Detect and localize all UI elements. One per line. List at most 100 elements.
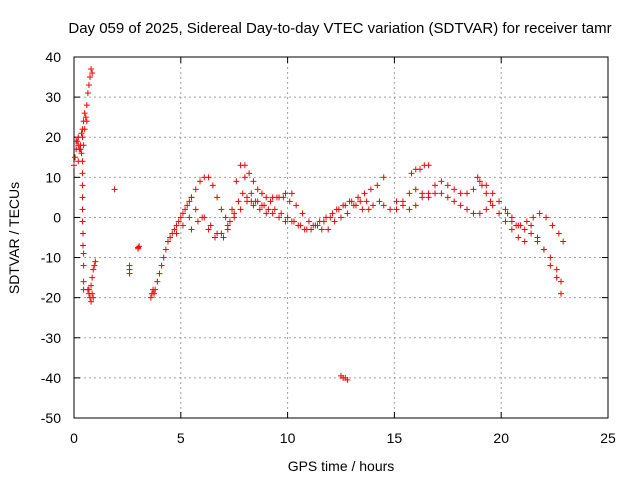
data-point [177,214,184,221]
data-point [256,206,263,213]
data-point [88,298,95,305]
data-point [536,210,543,217]
plot-frame [73,56,609,419]
data-point [84,90,91,97]
data-point [269,210,276,217]
data-point [173,230,180,237]
data-points [71,66,567,383]
data-point [239,190,246,197]
data-point [80,142,87,149]
data-point [78,130,85,137]
data-point [188,194,195,201]
data-point [457,202,464,209]
data-point [508,218,515,225]
data-point [78,150,85,157]
data-point [194,218,201,225]
data-point [211,234,218,241]
data-point [363,198,370,205]
data-point [483,190,490,197]
data-point [380,174,387,181]
y-tick-label: -50 [41,410,61,426]
data-point [182,206,189,213]
data-point [184,202,191,209]
data-point [233,178,240,185]
data-point [504,210,511,217]
data-point [179,210,186,217]
data-point [346,198,353,205]
data-point [489,202,496,209]
data-point [77,146,84,153]
data-point [136,243,143,250]
y-tick-label: -10 [41,250,61,266]
data-point [81,126,88,133]
data-point [553,266,560,273]
data-point [444,194,451,201]
data-point [425,190,432,197]
data-point [406,206,413,213]
data-point [222,214,229,221]
data-point [517,222,524,229]
data-point [80,262,87,269]
data-point [271,206,278,213]
data-point [417,166,424,173]
data-point [352,202,359,209]
data-point [451,198,458,205]
data-point [87,74,94,81]
data-point [79,194,86,201]
data-point [483,206,490,213]
data-point [250,202,257,209]
data-point [357,198,364,205]
data-point [549,222,556,229]
data-point [186,198,193,205]
data-point [431,182,438,189]
data-point [487,198,494,205]
data-point [205,174,212,181]
data-point [438,178,445,185]
data-point [444,182,451,189]
data-point [327,214,334,221]
data-point [79,206,86,213]
data-point [553,274,560,281]
data-point [81,110,88,117]
chart-title: Day 059 of 2025, Sidereal Day-to-day VTE… [68,20,611,37]
data-point [88,66,95,73]
y-tick-label: 30 [45,89,61,105]
data-point [263,194,270,201]
data-point [543,214,550,221]
data-point [90,266,97,273]
data-point [393,198,400,205]
data-point [85,286,92,293]
data-point [151,290,158,297]
data-point [158,262,165,269]
data-point [451,186,458,193]
data-point [80,250,87,257]
data-point [214,194,221,201]
y-tick-label: -40 [41,370,61,386]
data-point [80,278,87,285]
data-point [412,202,419,209]
data-point [457,190,464,197]
data-point [387,206,394,213]
data-point [263,210,270,217]
series-afternoon [380,186,565,297]
data-point [305,218,312,225]
data-point [560,238,567,245]
data-point [186,214,193,221]
data-point [393,206,400,213]
data-point [476,178,483,185]
data-point [89,290,96,297]
y-tick-label: -20 [41,290,61,306]
data-point [73,138,80,145]
data-point [344,376,351,383]
data-point [333,206,340,213]
data-point [220,234,227,241]
data-point [175,218,182,225]
data-point [555,230,562,237]
data-point [502,218,509,225]
data-point [464,190,471,197]
data-point [438,190,445,197]
x-axis-label: GPS time / hours [288,458,395,474]
data-point [367,186,374,193]
data-point [79,170,86,177]
data-point [197,178,204,185]
